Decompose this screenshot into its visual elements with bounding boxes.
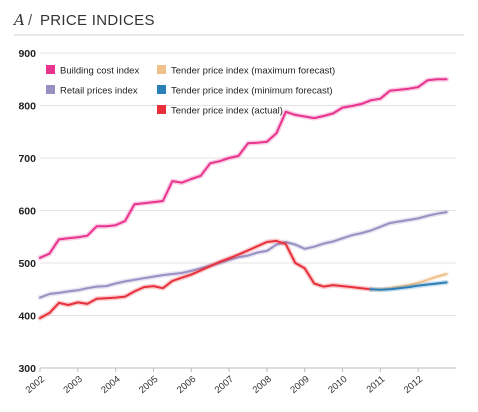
legend-swatch-1	[46, 85, 55, 94]
x-axis: 2002 2003 2004 2005 2006 2007 2008 2009 2010 2011…	[24, 367, 456, 396]
legend-label-4: Tender price index (minimum forecast)	[171, 86, 333, 97]
y-axis: 300 400 500 600 700 800 900	[18, 48, 36, 375]
series-2-halo	[37, 238, 374, 321]
x-tick-label-2011: 2011	[365, 374, 388, 396]
legend-swatch-3	[157, 65, 166, 74]
y-tick-label-900: 900	[18, 48, 36, 60]
series-2-line	[39, 239, 372, 320]
x-tick-label-2007: 2007	[213, 374, 236, 396]
y-tick-label-400: 400	[18, 311, 36, 323]
legend-label-1: Retail prices index	[60, 86, 138, 97]
legend-swatch-0	[46, 65, 55, 74]
legend-label-3: Tender price index (maximum forecast)	[171, 66, 335, 77]
x-tick-label-2010: 2010	[326, 374, 349, 396]
x-tick-label-2008: 2008	[251, 374, 274, 396]
x-tick-label-2009: 2009	[288, 374, 311, 396]
x-tick-label-2002: 2002	[24, 374, 47, 396]
x-tick-label-2004: 2004	[99, 374, 122, 396]
chart-header: A / PRICE INDICES	[12, 11, 464, 36]
gridlines	[40, 52, 456, 369]
series-1-line	[39, 211, 448, 299]
x-tick-label-2003: 2003	[61, 374, 84, 396]
y-tick-label-800: 800	[18, 101, 36, 113]
y-tick-label-500: 500	[18, 258, 36, 270]
title-separator: /	[28, 12, 33, 29]
x-tick-label-2005: 2005	[137, 374, 160, 396]
series-0-line	[39, 78, 448, 259]
legend: Building cost index Retail prices index Te…	[46, 65, 335, 117]
y-tick-label-700: 700	[18, 153, 36, 165]
legend-swatch-4	[157, 85, 166, 94]
chart-title: PRICE INDICES	[40, 12, 155, 29]
legend-swatch-2	[157, 105, 166, 114]
series-lines	[37, 76, 449, 321]
y-tick-label-300: 300	[18, 363, 36, 375]
panel-letter: A	[12, 11, 25, 29]
x-tick-label-2006: 2006	[175, 374, 198, 396]
x-tick-label-2012: 2012	[402, 374, 425, 396]
legend-label-0: Building cost index	[60, 66, 139, 77]
series-4-line	[369, 281, 448, 291]
y-tick-label-600: 600	[18, 206, 36, 218]
legend-label-2: Tender price index (actual)	[171, 106, 283, 117]
